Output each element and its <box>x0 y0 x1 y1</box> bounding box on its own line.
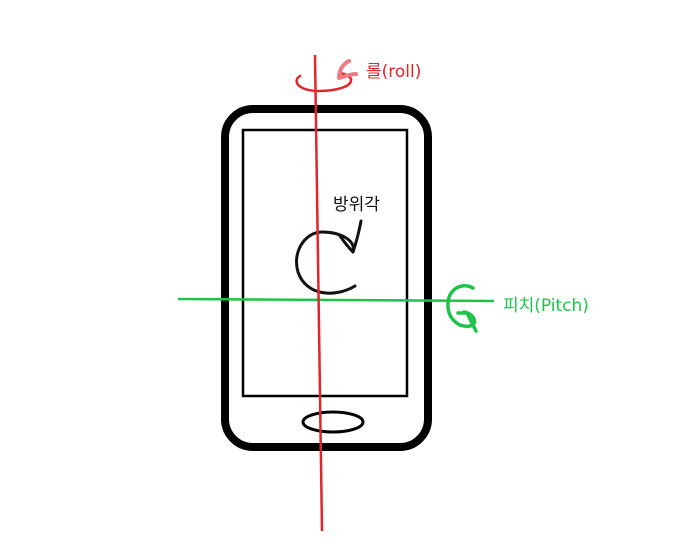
pitch-label: 피치(Pitch) <box>503 296 589 316</box>
phone-outer-frame <box>221 105 432 451</box>
pitch-arrow-head <box>456 311 478 333</box>
roll-arrow-head <box>337 59 358 80</box>
azimuth-rotation-arrow <box>295 230 357 295</box>
roll-rotation-arrow-back <box>295 71 353 93</box>
phone-home-button <box>301 410 365 434</box>
azimuth-label: 방위각 <box>333 195 380 215</box>
roll-label: 롤(roll) <box>366 62 422 82</box>
azimuth-arrow-head <box>338 219 363 254</box>
pitch-axis-line <box>177 297 495 303</box>
phone-screen <box>241 128 409 398</box>
roll-axis-line <box>313 54 324 532</box>
pitch-rotation-arrow <box>446 283 477 328</box>
